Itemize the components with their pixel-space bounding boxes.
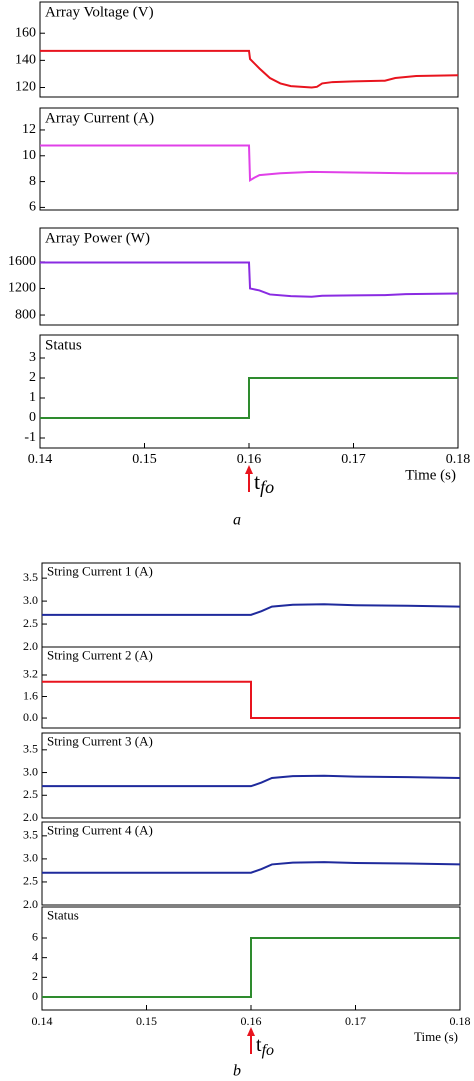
annotation-arrowhead xyxy=(245,465,253,474)
annotation-arrowhead xyxy=(247,1027,255,1036)
y-tick-label: 2 xyxy=(32,969,38,983)
y-tick-label: 2.0 xyxy=(23,639,38,653)
y-tick-label: 4 xyxy=(32,949,38,963)
caption: a xyxy=(233,512,241,529)
chart-title: String Current 2 (A) xyxy=(47,648,153,663)
data-line xyxy=(42,936,460,999)
y-tick-label: 2.0 xyxy=(23,810,38,824)
y-tick-label: 2 xyxy=(29,370,36,385)
data-line xyxy=(40,377,458,419)
y-tick-label: 12 xyxy=(22,122,36,137)
x-tick-label: 0.16 xyxy=(241,1014,262,1028)
y-tick-label: 140 xyxy=(15,53,36,68)
y-tick-label: 2.5 xyxy=(23,874,38,888)
annotation: tfo xyxy=(256,1034,274,1059)
x-tick-label: 0.15 xyxy=(132,452,157,467)
y-tick-label: 8 xyxy=(29,174,36,189)
plot-frame xyxy=(41,646,461,729)
x-tick-label: 0.17 xyxy=(341,452,366,467)
chart-title: Status xyxy=(45,338,82,354)
y-tick-label: 800 xyxy=(15,307,36,322)
chart-title: String Current 1 (A) xyxy=(47,564,153,579)
data-line xyxy=(40,144,458,183)
y-tick-label: 0 xyxy=(32,989,38,1003)
data-line xyxy=(40,49,459,89)
chart-title: Status xyxy=(47,908,79,923)
y-tick-label: 1 xyxy=(29,390,36,405)
y-tick-label: -1 xyxy=(24,430,36,445)
x-tick-label: 0.14 xyxy=(28,452,53,467)
y-tick-label: 3.5 xyxy=(23,742,38,756)
data-line xyxy=(42,774,461,788)
y-tick-label: 3.0 xyxy=(23,593,38,607)
plot-frame xyxy=(39,107,459,211)
annotation-text: t xyxy=(256,1034,262,1056)
x-tick-label: 0.18 xyxy=(450,1014,471,1028)
y-tick-label: 120 xyxy=(15,80,36,95)
y-tick-label: 3.2 xyxy=(23,667,38,681)
data-line xyxy=(40,261,459,298)
y-tick-label: 3.5 xyxy=(23,828,38,842)
chart-title: Array Voltage (V) xyxy=(45,5,154,21)
y-tick-label: 1.6 xyxy=(23,688,38,702)
plot-frame xyxy=(41,732,461,819)
y-tick-label: 2.0 xyxy=(23,897,38,911)
data-line xyxy=(42,680,460,720)
y-tick-label: 3.5 xyxy=(23,570,38,584)
y-tick-label: 10 xyxy=(22,148,36,163)
annotation-subscript: fo xyxy=(260,477,274,497)
x-axis-label: Time (s) xyxy=(405,467,456,483)
y-tick-label: 3.0 xyxy=(23,851,38,865)
y-tick-label: 6 xyxy=(29,200,36,215)
y-tick-label: 0.0 xyxy=(23,710,38,724)
y-tick-label: 2.5 xyxy=(23,616,38,630)
y-tick-label: 2.5 xyxy=(23,787,38,801)
y-tick-label: 3.0 xyxy=(23,764,38,778)
plot-frame xyxy=(39,1,459,98)
y-tick-label: 160 xyxy=(15,25,36,40)
y-tick-label: 3 xyxy=(29,350,36,365)
annotation-text: t xyxy=(254,469,260,494)
y-tick-label: 1200 xyxy=(8,281,36,296)
annotation-subscript: fo xyxy=(262,1042,274,1059)
caption: b xyxy=(233,1063,241,1080)
x-tick-label: 0.18 xyxy=(446,452,471,467)
x-tick-label: 0.15 xyxy=(136,1014,157,1028)
x-tick-label: 0.16 xyxy=(237,452,262,467)
y-tick-label: 0 xyxy=(29,410,36,425)
x-tick-label: 0.14 xyxy=(32,1014,53,1028)
x-axis-label: Time (s) xyxy=(414,1029,458,1044)
y-tick-label: 1600 xyxy=(8,254,36,269)
plot-frame xyxy=(39,227,459,326)
x-tick-label: 0.17 xyxy=(345,1014,366,1028)
chart-title: Array Power (W) xyxy=(45,231,150,247)
chart-title: String Current 4 (A) xyxy=(47,823,153,838)
data-line xyxy=(42,603,461,616)
data-line xyxy=(42,861,461,874)
chart-title: String Current 3 (A) xyxy=(47,734,153,749)
chart-title: Array Current (A) xyxy=(45,111,154,127)
y-tick-label: 6 xyxy=(32,930,38,944)
annotation: tfo xyxy=(254,469,274,497)
